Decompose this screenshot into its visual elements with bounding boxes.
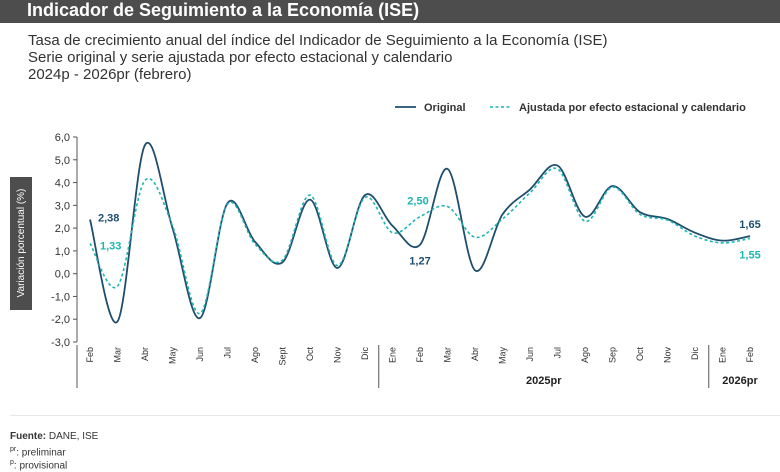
x-tick-label: Oct <box>305 347 315 362</box>
data-label: 1,65 <box>739 219 760 231</box>
data-label: 1,27 <box>409 256 430 268</box>
x-tick-label: Dic <box>360 347 370 360</box>
y-tick-label: 6,0 <box>55 132 70 144</box>
chart-panel <box>10 23 780 416</box>
x-tick-label: Jun <box>195 347 205 362</box>
note2-sup: p <box>10 459 14 466</box>
data-label: 1,33 <box>100 240 121 252</box>
subtitle-line-3: 2024p - 2026pr (febrero) <box>28 66 192 83</box>
x-tick-label: Abr <box>140 347 150 361</box>
x-tick-label: Nov <box>663 347 673 364</box>
note1-text: : preliminar <box>16 447 66 459</box>
y-axis-label: Variación porcentual (%) <box>16 189 27 298</box>
x-tick-label: Mar <box>443 347 453 363</box>
subtitle-line-1: Tasa de crecimiento anual del índice del… <box>28 32 608 49</box>
x-tick-label: Dic <box>690 347 700 360</box>
x-tick-label: Ago <box>580 347 590 363</box>
y-tick-label: -1,0 <box>51 291 70 303</box>
x-tick-label: Sep <box>608 347 618 363</box>
x-tick-label: Feb <box>745 347 755 363</box>
source-text: DANE, ISE <box>46 431 99 442</box>
series-line-original <box>89 141 751 324</box>
x-tick-label: Oct <box>635 347 645 362</box>
note1-sup: pr <box>10 446 17 453</box>
legend-label-adjusted: Ajustada por efecto estacional y calenda… <box>519 102 746 114</box>
x-tick-label: Nov <box>333 347 343 364</box>
y-tick-label: 4,0 <box>55 178 70 190</box>
footer-source: Fuente: DANE, ISE <box>10 430 98 443</box>
header-bar: Indicador de Seguimiento a la Economía (… <box>0 0 780 23</box>
x-tick-label: Sept <box>278 347 288 366</box>
x-tick-label: Mar <box>113 347 123 363</box>
x-tick-label: May <box>498 347 508 365</box>
source-label: Fuente: <box>10 431 47 442</box>
x-tick-label: Feb <box>415 347 425 363</box>
line-chart: Variación porcentual (%) 6,0 5,0 4,0 3,0 2,0 1… <box>10 102 761 388</box>
x-tick-label: May <box>168 347 178 365</box>
y-tick-label: -2,0 <box>51 314 70 326</box>
series-line-adjusted <box>89 167 751 315</box>
y-tick-label: 1,0 <box>55 246 70 258</box>
year-group-label: 2025pr <box>526 375 562 387</box>
y-tick-label: -3,0 <box>51 337 70 349</box>
data-label: 2,38 <box>98 212 119 224</box>
x-tick-label: Abr <box>470 347 480 361</box>
data-label: 2,50 <box>407 196 428 208</box>
x-tick-label: Jun <box>525 347 535 362</box>
x-tick-label: Ago <box>250 347 260 363</box>
note2-text: : provisional <box>13 460 68 472</box>
footer-note-preliminar: pr: preliminar <box>10 443 66 459</box>
data-label: 1,55 <box>739 249 760 261</box>
legend-label-original: Original <box>424 102 466 114</box>
x-tick-label: Ene <box>718 347 728 363</box>
x-tick-label: Jul <box>223 347 233 359</box>
x-tick-label: Feb <box>85 347 95 363</box>
page-title: Indicador de Seguimiento a la Economía (… <box>27 0 420 20</box>
y-tick-label: 0,0 <box>55 269 70 281</box>
x-tick-label: Jul <box>553 347 563 359</box>
footer-note-provisional: p: provisional <box>10 456 67 472</box>
subtitle-line-2: Serie original y serie ajustada por efec… <box>28 49 453 66</box>
year-group-label: 2026pr <box>722 375 758 387</box>
x-tick-label: Ene <box>388 347 398 363</box>
y-tick-label: 3,0 <box>55 200 70 212</box>
y-tick-label: 5,0 <box>55 155 70 167</box>
y-tick-label: 2,0 <box>55 223 70 235</box>
y-axis-label-box <box>10 177 32 310</box>
